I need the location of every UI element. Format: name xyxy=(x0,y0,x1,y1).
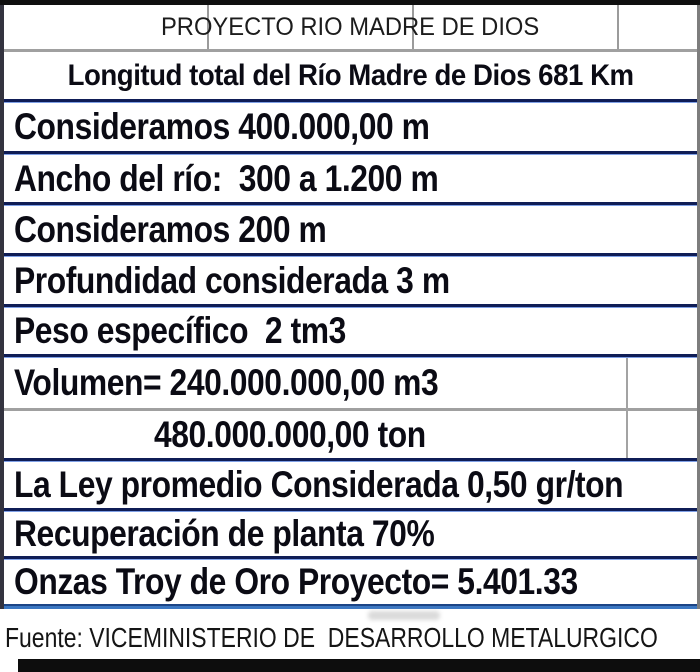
divider xyxy=(4,151,697,155)
row-text: Peso específico 2 tm3 xyxy=(14,310,346,351)
data-table: PROYECTO RIO MADRE DE DIOS Longitud tota… xyxy=(0,5,700,609)
divider xyxy=(4,604,697,609)
divider xyxy=(4,408,697,411)
table-header-row: Longitud total del Río Madre de Dios 681… xyxy=(4,52,697,99)
page-title: PROYECTO RIO MADRE DE DIOS xyxy=(161,12,540,41)
table-row: Consideramos 400.000,00 m xyxy=(4,103,697,151)
top-border xyxy=(0,0,700,5)
table-row: Volumen= 240.000.000,00 m3 xyxy=(4,358,697,408)
divider xyxy=(4,354,697,358)
row-text: 480.000.000,00 ton xyxy=(154,413,426,455)
row-text: La Ley promedio Considerada 0,50 gr/ton xyxy=(14,464,624,505)
divider xyxy=(4,556,697,560)
grid-line xyxy=(617,5,619,49)
volume-rows: Volumen= 240.000.000,00 m3 480.000.000,0… xyxy=(4,358,697,458)
table-row: Onzas Troy de Oro Proyecto= 5.401.33 xyxy=(4,560,697,604)
table-row: Profundidad considerada 3 m xyxy=(4,257,697,304)
row-text: Onzas Troy de Oro Proyecto= 5.401.33 xyxy=(14,561,578,602)
table-title-row: PROYECTO RIO MADRE DE DIOS xyxy=(4,5,697,49)
divider xyxy=(4,202,697,206)
watermark-smudge xyxy=(368,611,440,620)
table-row: Ancho del río: 300 a 1.200 m xyxy=(4,155,697,202)
divider xyxy=(4,304,697,308)
row-text: Consideramos 400.000,00 m xyxy=(14,106,430,147)
table-row: Peso específico 2 tm3 xyxy=(4,308,697,354)
divider xyxy=(4,458,697,462)
grid-line xyxy=(412,5,414,49)
source-caption: Fuente: VICEMINISTERIO DE DESARROLLO MET… xyxy=(5,622,658,653)
grid-line xyxy=(626,358,628,458)
row-text: Recuperación de planta 70% xyxy=(14,513,435,554)
divider xyxy=(4,508,697,512)
table-row: La Ley promedio Considerada 0,50 gr/ton xyxy=(4,462,697,508)
row-text: Volumen= 240.000.000,00 m3 xyxy=(14,362,439,403)
divider xyxy=(4,49,697,52)
divider xyxy=(4,253,697,257)
table-row: 480.000.000,00 ton xyxy=(4,411,697,458)
table-header: Longitud total del Río Madre de Dios 681… xyxy=(67,58,634,92)
bottom-border xyxy=(18,659,700,672)
table-row: Recuperación de planta 70% xyxy=(4,512,697,556)
row-text: Profundidad considerada 3 m xyxy=(14,259,450,301)
row-text: Consideramos 200 m xyxy=(14,208,327,250)
row-text: Ancho del río: 300 a 1.200 m xyxy=(14,157,439,199)
divider xyxy=(4,99,697,103)
table-row: Consideramos 200 m xyxy=(4,206,697,253)
grid-line xyxy=(207,5,209,49)
